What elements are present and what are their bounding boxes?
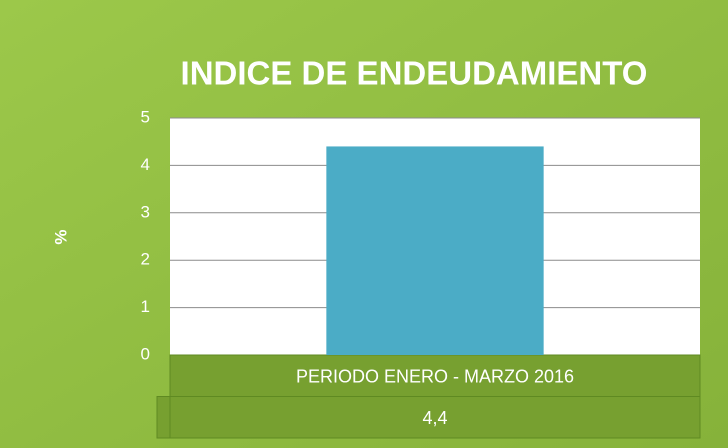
y-tick-label: 2 xyxy=(141,250,150,269)
bar xyxy=(326,146,544,355)
table-row xyxy=(169,396,701,439)
x-tick-label: PERIODO ENERO - MARZO 2016 xyxy=(296,367,574,387)
y-tick-label: 4 xyxy=(141,155,150,174)
y-tick-label: 1 xyxy=(141,297,150,316)
chart-title: INDICE DE ENDEUDAMIENTO xyxy=(181,55,648,92)
y-tick-label: 3 xyxy=(141,202,150,221)
y-tick-label: 0 xyxy=(141,344,150,363)
y-axis-label: % xyxy=(51,229,70,244)
table-row xyxy=(169,354,701,397)
y-tick-label: 5 xyxy=(141,107,150,126)
data-table-value: 4,4 xyxy=(422,408,447,428)
table-key-cell xyxy=(156,396,171,439)
